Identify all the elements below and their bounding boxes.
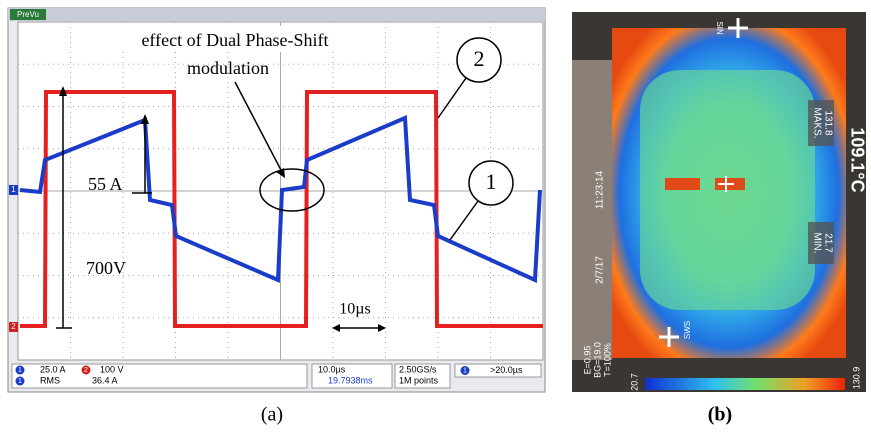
time: 11:23:14 [595, 170, 606, 209]
ch-id: 1 [18, 378, 22, 385]
ch-dot [81, 365, 91, 375]
arrowhead [332, 324, 340, 332]
label-box [808, 222, 834, 264]
callout-line [437, 77, 467, 119]
meas-value: 36.4 A [92, 375, 118, 385]
current-label: 55 A [88, 174, 123, 194]
status-box [311, 363, 393, 389]
timebase: 10.0µs [318, 364, 346, 374]
crosshair [718, 176, 734, 192]
status-box [394, 363, 451, 389]
position: 19.7938ms [328, 375, 373, 385]
mode-label: PreVu [17, 10, 39, 19]
annotation-arrow [234, 81, 283, 173]
max-value: 131.8 [822, 110, 833, 135]
crosshair [728, 18, 748, 38]
callout: 1 [486, 169, 497, 194]
ch2-marker-bg [9, 322, 18, 332]
ch-id: 1 [18, 367, 22, 374]
voltage-label: 700V [86, 258, 126, 278]
max-label: MAKS. [811, 107, 822, 138]
marker-top: SIN [715, 21, 724, 35]
highlight-ellipse [259, 168, 325, 212]
temperature: 109.1°C [847, 127, 867, 192]
record-length: 1M points [399, 375, 439, 385]
callout: 2 [474, 46, 485, 71]
ch-id: 2 [84, 367, 88, 374]
min-value: 21.7 [822, 233, 833, 253]
arrowhead [59, 86, 67, 96]
marker-bottom: SWS [683, 321, 692, 339]
ch-dot [15, 365, 25, 375]
ch1-scale: 25.0 A [40, 364, 66, 374]
callout-circle [456, 37, 502, 83]
thermal-image: MAKS. 131.8 MIN. 21.7 109.1°C 2/7/17 11:… [572, 12, 867, 392]
crosshair [659, 327, 679, 347]
caption: (a) [261, 404, 283, 426]
callout-line [449, 200, 479, 241]
status-bar: 1 25.0 A 2 100 V 1 RMS 36.4 A 10.0µs 19.… [11, 363, 542, 389]
status-box [11, 363, 308, 389]
current-trace [19, 115, 542, 284]
scale-min: 20.7 [629, 373, 639, 391]
sample-rate: 2.50GS/s [399, 364, 437, 374]
hot-spot [665, 178, 700, 190]
date: 2/7/17 [595, 256, 606, 284]
status-box [454, 363, 542, 378]
label-box [808, 100, 834, 146]
ch-id: 1 [463, 367, 467, 374]
mode-badge [10, 9, 46, 20]
color-scale [645, 378, 845, 390]
arrowhead [141, 114, 149, 124]
ch2-marker: 2 [11, 322, 16, 331]
ch1-marker: 1 [11, 185, 16, 194]
annotation-bg [102, 26, 368, 52]
arrowhead [378, 324, 386, 332]
ch-dot [15, 376, 25, 386]
background-temp: BG=19.0 [592, 342, 602, 378]
ch-dot [460, 366, 470, 375]
ch2-scale: 100 V [100, 364, 124, 374]
trigger: >20.0µs [490, 365, 523, 375]
min-label: MIN. [811, 232, 822, 253]
ch1-marker-bg [9, 185, 18, 195]
annotation: effect of Dual Phase-Shift [141, 30, 328, 50]
scope-toolbar [8, 8, 545, 21]
caption: (b) [708, 404, 732, 426]
time-label: 10µs [339, 301, 370, 318]
transmission: T=100% [602, 343, 612, 377]
emissivity: E=0.95 [582, 346, 592, 375]
callout-circle [468, 160, 514, 206]
annotation: modulation [187, 58, 269, 78]
meas-name: RMS [40, 375, 60, 385]
scale-max: 130.9 [851, 367, 861, 390]
scope: PreVu 1 2 700V 55 A effect of Dual Phase… [7, 7, 546, 393]
photo-detail [572, 60, 612, 360]
